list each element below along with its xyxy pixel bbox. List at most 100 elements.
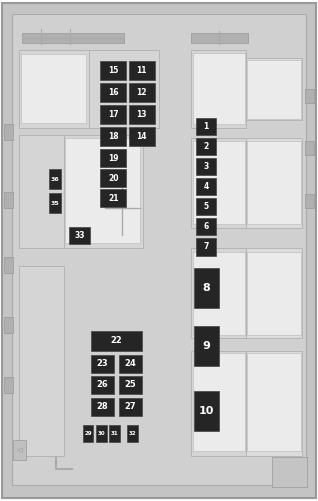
Text: 18: 18 [108,132,119,141]
Text: 9: 9 [203,341,211,351]
Bar [100,105,126,124]
Bar [100,127,126,146]
Bar [19,266,64,456]
Bar [193,353,245,451]
Text: 20: 20 [108,174,119,183]
Bar [247,141,301,224]
Bar [272,457,307,487]
Bar [191,248,246,338]
Bar [91,398,114,416]
Text: 15: 15 [108,66,118,75]
Text: 13: 13 [136,110,147,119]
Bar [19,50,89,128]
Text: 5: 5 [203,202,209,211]
Bar [194,326,219,366]
Bar [246,351,302,456]
Text: 7: 7 [203,242,209,252]
Bar [49,193,61,213]
Bar [100,169,126,187]
Bar [191,50,246,128]
Bar [129,61,155,80]
Text: 27: 27 [124,402,136,411]
Bar [305,141,314,155]
Bar [247,353,301,451]
Bar [21,54,86,123]
Bar [4,377,13,393]
Text: 11: 11 [136,66,147,75]
Bar [194,391,219,431]
Bar [194,268,219,308]
Text: 6: 6 [203,222,209,231]
Bar [19,135,64,248]
Text: 26: 26 [96,380,108,389]
Text: 25: 25 [124,380,136,389]
Bar [305,194,314,208]
Bar [193,53,245,124]
Bar [100,149,126,167]
Bar [129,127,155,146]
Bar [109,425,120,442]
Bar [100,83,126,102]
Bar [91,331,142,351]
Bar [196,138,216,155]
Text: 21: 21 [108,194,119,203]
Text: 30: 30 [98,431,105,436]
Bar [100,61,126,80]
Bar [89,50,159,128]
Text: 14: 14 [136,132,147,141]
Bar [64,135,143,248]
Bar [65,138,140,243]
Bar [4,257,13,273]
Bar [193,141,245,224]
Bar [196,238,216,256]
Text: 12: 12 [136,88,147,97]
Bar [119,376,142,394]
Bar [22,33,124,43]
Text: ◁: ◁ [17,447,22,453]
Bar [246,58,302,120]
Bar [196,178,216,195]
Bar [247,60,301,119]
Text: 19: 19 [108,154,119,163]
Text: 32: 32 [129,431,136,436]
Bar [246,138,302,228]
Text: 4: 4 [203,182,209,191]
Bar [196,158,216,175]
Bar [4,124,13,140]
Text: 22: 22 [110,336,122,345]
Bar [196,218,216,235]
Text: 35: 35 [51,201,60,206]
Text: 3: 3 [203,162,209,171]
Bar [4,192,13,208]
Bar [193,252,245,335]
Bar [247,252,301,335]
Text: 28: 28 [96,402,108,411]
Text: 2: 2 [203,142,209,151]
Text: 36: 36 [51,177,60,182]
Text: 33: 33 [74,231,85,240]
Bar [4,317,13,333]
Text: 31: 31 [111,431,119,436]
Bar [91,376,114,394]
Bar [119,398,142,416]
Text: 23: 23 [96,359,108,368]
Bar [305,89,314,103]
Bar [129,105,155,124]
Text: 10: 10 [199,406,214,416]
Bar [127,425,138,442]
Bar [96,425,107,442]
Bar [83,425,93,442]
Text: 29: 29 [84,431,92,436]
Bar [49,169,61,189]
Bar [129,83,155,102]
Text: 16: 16 [108,88,119,97]
Bar [196,198,216,215]
Bar [246,248,302,338]
Text: 8: 8 [203,283,211,293]
Bar [191,138,246,228]
Bar [191,33,248,43]
Bar [91,355,114,373]
Bar [69,227,90,244]
Bar [196,118,216,135]
Text: 1: 1 [203,122,209,131]
